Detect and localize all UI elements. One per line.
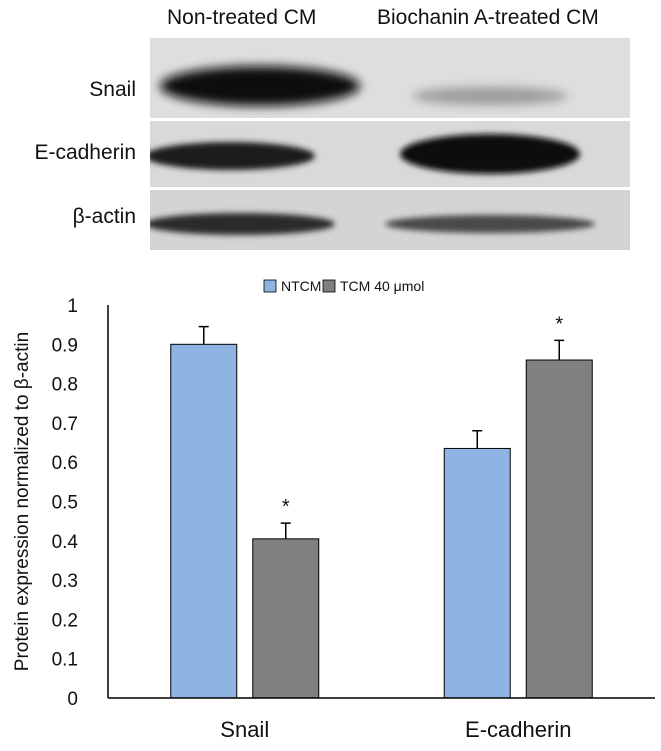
bar-chart: 0 0.1 0.2 0.3 0.4 0.5 0.6 0.7 0.8 0.9 1 Protein exp…	[12, 278, 655, 742]
y-tick-label: 0.1	[52, 650, 78, 671]
blot-panel-e-cadherin	[150, 121, 630, 187]
blot-row-label-beta-actin: β-actin	[72, 205, 136, 228]
bar	[170, 343, 238, 699]
blot-panel-snail	[150, 38, 630, 118]
legend-label: NTCM	[281, 278, 321, 294]
y-axis-title: Protein expression normalized to β-actin	[12, 332, 33, 671]
y-tick-label: 0.8	[52, 375, 78, 396]
blot-panel-beta-actin	[150, 190, 630, 250]
y-tick-label: 0.3	[52, 571, 78, 592]
y-tick-label: 0.2	[52, 610, 78, 631]
significance-marker: *	[555, 313, 563, 335]
y-tick-label: 0.5	[52, 493, 78, 514]
e-cadherin-band-nontreated	[150, 142, 315, 170]
y-tick-label: 0.7	[52, 414, 78, 435]
blot-row-label-snail: Snail	[89, 78, 136, 101]
legend-swatch	[322, 279, 336, 293]
y-tick-label: 1	[67, 296, 78, 317]
y-tick-label: 0	[67, 689, 78, 710]
western-blot-image	[150, 38, 630, 250]
x-category-label: Snail	[220, 717, 269, 742]
y-tick-label: 0.9	[52, 335, 78, 356]
snail-band-treated	[412, 87, 568, 105]
significance-marker: *	[282, 496, 290, 518]
blot-row-label-e-cadherin: E-cadherin	[34, 141, 136, 164]
y-tick-label: 0.6	[52, 453, 78, 474]
snail-band-nontreated	[160, 66, 360, 106]
bar	[525, 359, 593, 699]
blot-column-header-nontreated: Non-treated CM	[167, 6, 317, 29]
e-cadherin-band-treated	[400, 134, 580, 174]
legend-label: TCM 40 μmol	[340, 278, 424, 294]
blot-column-header-treated: Biochanin A-treated CM	[377, 6, 599, 29]
beta-actin-band-nontreated	[150, 213, 335, 235]
x-category-label: E-cadherin	[465, 717, 571, 742]
legend-swatch	[263, 279, 277, 293]
bar	[252, 538, 320, 699]
bar	[443, 447, 511, 699]
beta-actin-band-treated	[385, 215, 595, 233]
y-tick-label: 0.4	[52, 532, 79, 553]
